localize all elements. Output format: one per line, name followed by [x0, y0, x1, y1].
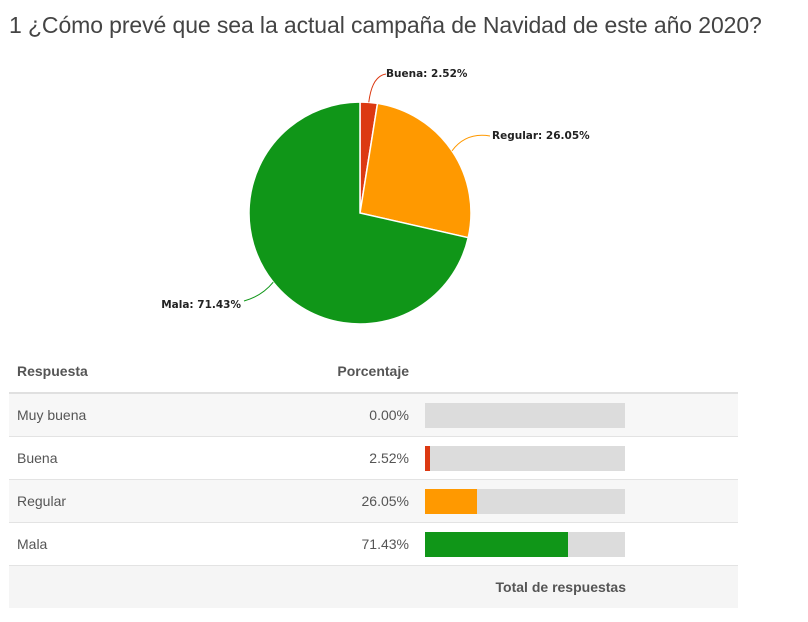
pie-leader-line — [243, 281, 274, 302]
pie-data-label: Buena: 2.52% — [386, 68, 468, 80]
bar-fill — [425, 488, 478, 514]
pie-slice-regular — [359, 102, 472, 239]
table-row: Mala 71.43% — [9, 522, 738, 566]
question-title: 1 ¿Cómo prevé que sea la actual campaña … — [9, 12, 762, 38]
results-table: Respuesta Porcentaje Muy buena 0.00% Bue… — [9, 350, 738, 608]
table-row: Muy buena 0.00% — [9, 393, 738, 437]
row-percentage: 71.43% — [315, 522, 417, 566]
pie-leader-line — [368, 73, 387, 103]
bar-fill — [425, 531, 568, 557]
header-answer: Respuesta — [9, 350, 315, 394]
row-percentage: 26.05% — [315, 479, 417, 523]
pie-leader-line — [451, 134, 491, 152]
header-spacer — [635, 350, 738, 394]
row-percentage: 2.52% — [315, 436, 417, 480]
footer-cell: Total de respuestas — [9, 565, 635, 608]
table-row: Regular 26.05% — [9, 479, 738, 523]
bar-track — [425, 402, 625, 428]
bar-track — [425, 488, 625, 514]
bar-fill — [425, 445, 431, 471]
row-answer: Mala — [9, 522, 315, 566]
row-bar-cell — [417, 436, 635, 480]
header-bar — [417, 350, 635, 394]
row-bar-cell — [417, 393, 635, 437]
bar-track — [425, 531, 625, 557]
pie-slice-mala — [248, 101, 470, 325]
table-footer-row: Total de respuestas — [9, 565, 738, 608]
table-row: Buena 2.52% — [9, 436, 738, 480]
row-bar-cell — [417, 479, 635, 523]
pie-data-label: Regular: 26.05% — [492, 130, 590, 142]
total-responses-label: Total de respuestas — [495, 579, 626, 595]
row-answer: Regular — [9, 479, 315, 523]
row-answer: Muy buena — [9, 393, 315, 437]
pie-data-label: Mala: 71.43% — [161, 299, 241, 311]
bar-track — [425, 445, 625, 471]
table-header-row: Respuesta Porcentaje — [9, 350, 738, 394]
row-answer: Buena — [9, 436, 315, 480]
pie-chart: Buena: 2.52% Regular: 26.05% Mala: 71.43% — [161, 68, 590, 325]
header-percentage: Porcentaje — [315, 350, 417, 394]
row-percentage: 0.00% — [315, 393, 417, 437]
row-bar-cell — [417, 522, 635, 566]
